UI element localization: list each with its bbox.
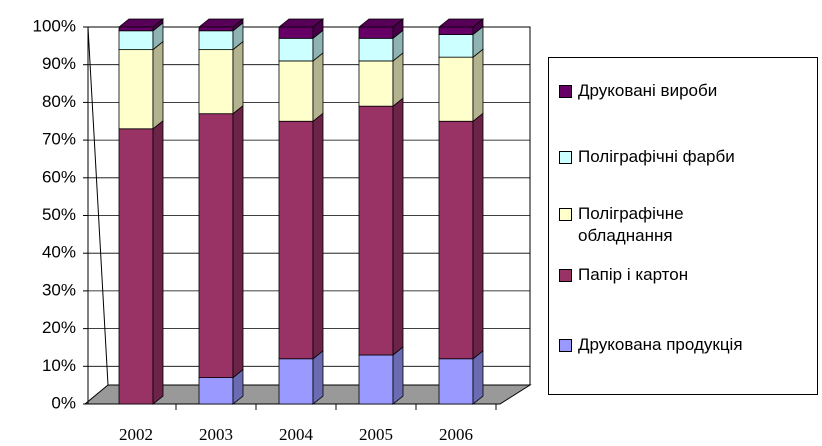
bar-segment (198, 113, 234, 379)
x-tick-label: 2002 (119, 425, 153, 444)
bar-segment (278, 26, 314, 39)
bar-side (232, 40, 244, 115)
bar-top (117, 18, 165, 28)
y-tick-label: 90% (42, 54, 76, 73)
bar-segment (438, 358, 474, 405)
legend-swatch (559, 85, 572, 98)
bar-side (392, 346, 404, 405)
bar-side (232, 104, 244, 379)
bar-side (312, 349, 324, 405)
bar-segment (198, 30, 234, 51)
x-tick-label: 2005 (359, 425, 393, 444)
legend-item: Поліграфічне обладнання (559, 203, 778, 247)
legend-label: Друковані вироби (578, 81, 718, 100)
legend-swatch (559, 208, 572, 221)
y-tick-label: 80% (42, 92, 76, 111)
bar-top (197, 18, 245, 28)
bar-segment (438, 34, 474, 58)
bar-segment (118, 49, 154, 130)
legend-swatch (559, 151, 572, 164)
bar-segment (198, 377, 234, 405)
bar-segment (198, 49, 234, 115)
y-tick-label: 40% (42, 243, 76, 262)
y-tick-label: 60% (42, 167, 76, 186)
legend-label: Поліграфічне обладнання (578, 204, 684, 245)
bar-segment (118, 26, 154, 32)
y-tick-label: 20% (42, 318, 76, 337)
bar-top (357, 18, 405, 28)
bar-side (392, 97, 404, 356)
legend-label: Друкована продукція (578, 335, 743, 354)
bar-segment (278, 37, 314, 62)
bar-segment (118, 30, 154, 51)
bar-side (392, 52, 404, 108)
y-tick-label: 30% (42, 280, 76, 299)
bar-segment (358, 37, 394, 62)
legend-label: Поліграфічні фарби (578, 147, 735, 166)
bar-side (472, 349, 484, 405)
bar-segment (118, 128, 154, 405)
bar-segment (438, 56, 474, 122)
bar-segment (278, 60, 314, 122)
legend: Друковані вироби Поліграфічні фарби Полігр… (548, 57, 818, 395)
y-tick-label: 70% (42, 130, 76, 149)
legend-item: Папір і картон (559, 264, 778, 286)
bar-side (152, 119, 164, 405)
bar-segment (438, 26, 474, 35)
bar-segment (278, 120, 314, 360)
bar-side (312, 52, 324, 123)
y-tick-label: 10% (42, 356, 76, 375)
plot: 0% 10% 20% 30% 40% 50% 60% 70% 80% 90% 100% 2002 200… (33, 16, 532, 444)
y-tick-label: 0% (51, 393, 76, 412)
y-tick-label: 50% (42, 205, 76, 224)
legend-item: Поліграфічні фарби (559, 146, 778, 168)
x-tick-label: 2006 (439, 425, 473, 444)
x-tick-label: 2003 (199, 425, 233, 444)
legend-item: Друковані вироби (559, 80, 778, 102)
legend-label: Папір і картон (578, 265, 689, 284)
bar-segment (198, 26, 234, 32)
bar-side (152, 40, 164, 130)
bar-segment (358, 26, 394, 39)
bar-top (277, 18, 325, 28)
bar-segment (358, 105, 394, 356)
bar-side (472, 48, 484, 123)
bar-side (472, 112, 484, 360)
y-tick-label: 100% (33, 16, 76, 35)
bar-side (312, 112, 324, 360)
bar-segment (358, 60, 394, 107)
legend-item: Друкована продукція (559, 334, 778, 356)
bar-segment (438, 120, 474, 360)
bar-segment (278, 358, 314, 405)
bar-top (437, 18, 485, 28)
bar-segment (358, 354, 394, 405)
x-tick-label: 2004 (279, 425, 314, 444)
legend-swatch (559, 339, 572, 352)
legend-swatch (559, 269, 572, 282)
